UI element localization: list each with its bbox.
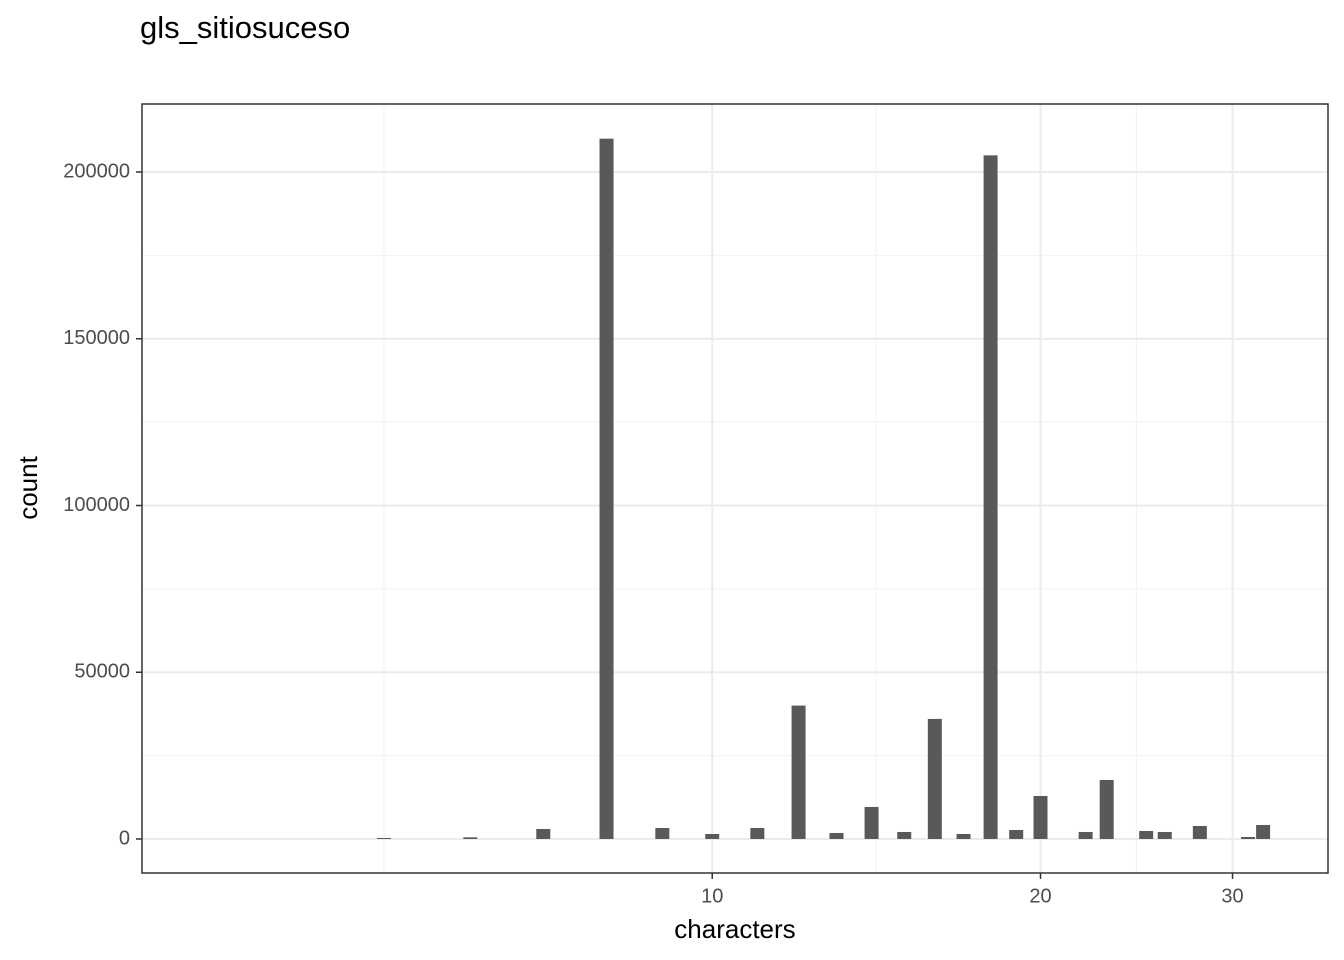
bar xyxy=(983,155,998,839)
bar xyxy=(1033,795,1048,839)
panel-border xyxy=(141,103,1329,874)
bar xyxy=(705,833,720,839)
bar xyxy=(463,837,478,839)
chart-title: gls_sitiosuceso xyxy=(140,10,350,45)
x-tick-label: 10 xyxy=(701,885,723,907)
bar xyxy=(1157,831,1172,839)
bar xyxy=(864,806,879,839)
x-axis-title: characters xyxy=(674,914,795,944)
bar xyxy=(1099,779,1114,839)
bar xyxy=(1009,829,1024,839)
bar xyxy=(599,138,614,839)
bar xyxy=(1078,831,1093,839)
bar xyxy=(655,827,670,839)
bar xyxy=(829,832,844,839)
bar xyxy=(927,718,942,839)
y-tick-label: 50000 xyxy=(74,661,130,683)
bar xyxy=(750,827,765,839)
panel-background xyxy=(142,104,1328,873)
bar xyxy=(791,705,806,839)
bar xyxy=(1192,825,1207,839)
y-tick-label: 150000 xyxy=(63,327,130,349)
y-tick-label: 100000 xyxy=(63,494,130,516)
x-tick-label: 30 xyxy=(1221,885,1243,907)
x-tick-label: 20 xyxy=(1029,885,1051,907)
y-tick-label: 200000 xyxy=(63,160,130,182)
bar xyxy=(1241,836,1256,839)
bar xyxy=(376,837,391,839)
bar xyxy=(897,831,912,839)
bar xyxy=(1139,830,1154,839)
bar xyxy=(536,828,551,839)
y-tick-label: 0 xyxy=(119,827,130,849)
bar xyxy=(1256,824,1271,839)
bar xyxy=(956,833,971,839)
y-axis-title: count xyxy=(13,455,43,519)
